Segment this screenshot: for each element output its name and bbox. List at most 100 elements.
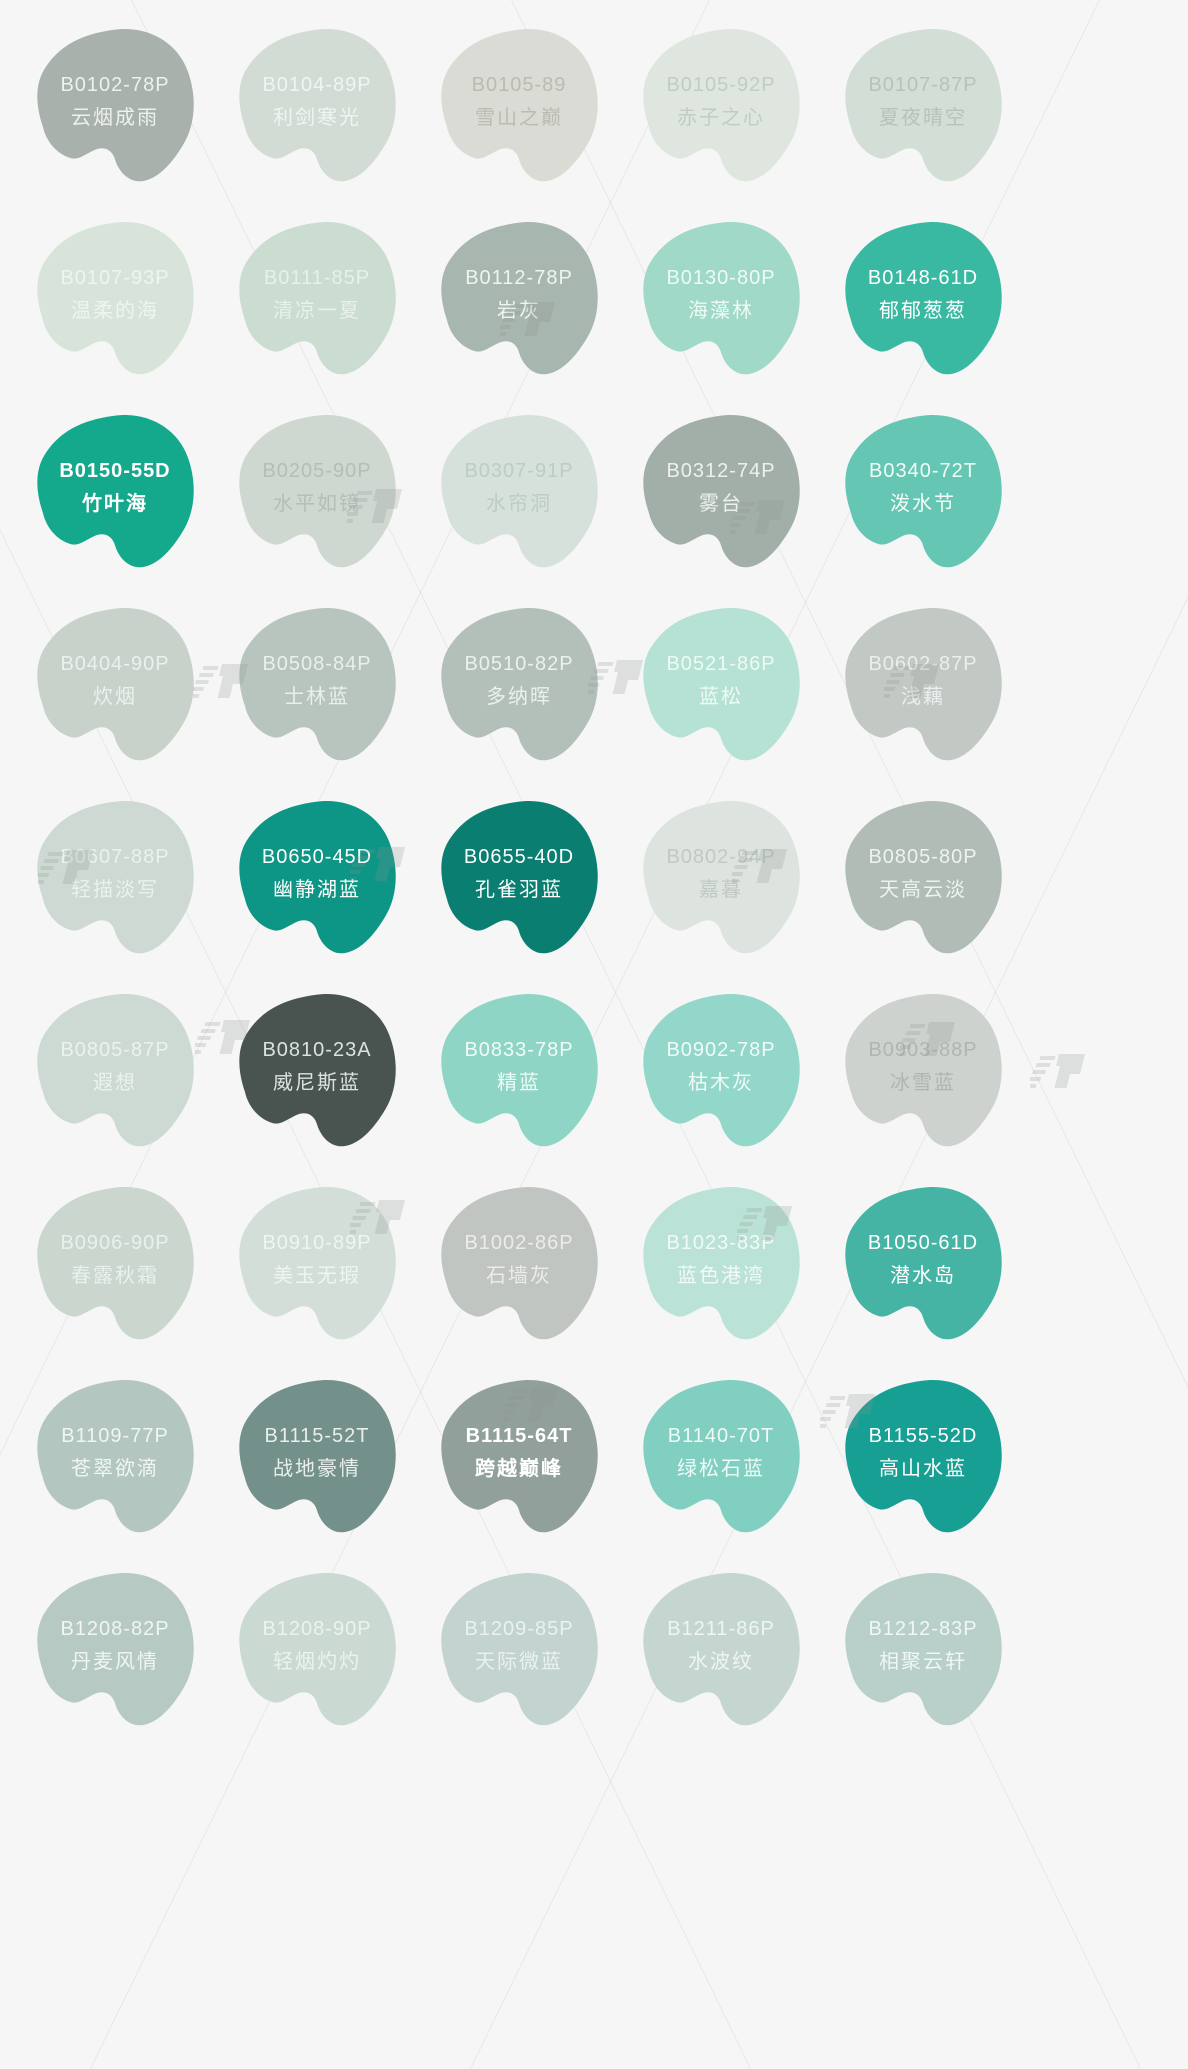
color-swatch[interactable]: B1109-77P 苍翠欲滴 [14, 1367, 216, 1560]
swatch-code: B0902-78P [666, 1038, 776, 1061]
paint-blob-shape [239, 28, 396, 182]
paint-blob-shape [845, 221, 1002, 375]
paint-blob-shape [643, 28, 800, 182]
swatch-name: 高山水蓝 [879, 1457, 967, 1480]
swatch-code: B1211-86P [667, 1617, 775, 1640]
swatch-name: 春露秋霜 [71, 1264, 159, 1287]
swatch-label: B1208-90P 轻烟灼灼 [229, 1563, 405, 1727]
color-swatch[interactable]: B0340-72T 泼水节 [822, 402, 1024, 595]
color-swatch[interactable]: B0104-89P 利剑寒光 [216, 16, 418, 209]
paint-blob-shape [441, 221, 598, 375]
color-swatch[interactable]: B0508-84P 士林蓝 [216, 595, 418, 788]
paint-blob-shape [239, 414, 396, 568]
swatch-name: 幽静湖蓝 [273, 878, 361, 901]
swatch-name: 精蓝 [497, 1071, 541, 1094]
color-swatch[interactable]: B0602-87P 浅藕 [822, 595, 1024, 788]
paint-blob-shape [845, 28, 1002, 182]
paint-blob-shape [441, 1572, 598, 1726]
swatch-name: 石墙灰 [486, 1264, 552, 1287]
color-swatch[interactable]: B1115-52T 战地豪情 [216, 1367, 418, 1560]
color-swatch[interactable]: B1050-61D 潜水岛 [822, 1174, 1024, 1367]
color-swatch[interactable]: B0903-88P 冰雪蓝 [822, 981, 1024, 1174]
paint-blob-shape [239, 221, 396, 375]
swatch-label: B0805-87P 遐想 [27, 984, 203, 1148]
color-swatch[interactable]: B1155-52D 高山水蓝 [822, 1367, 1024, 1560]
swatch-code: B0107-87P [868, 73, 978, 96]
color-swatch[interactable]: B1208-90P 轻烟灼灼 [216, 1560, 418, 1753]
color-swatch[interactable]: B0910-89P 美玉无瑕 [216, 1174, 418, 1367]
swatch-code: B1109-77P [61, 1424, 169, 1447]
color-swatch[interactable]: B0810-23A 威尼斯蓝 [216, 981, 418, 1174]
swatch-name: 孔雀羽蓝 [475, 878, 563, 901]
swatch-label: B0130-80P 海藻林 [633, 212, 809, 376]
swatch-name: 相聚云轩 [879, 1650, 967, 1673]
color-swatch[interactable]: B0107-93P 温柔的海 [14, 209, 216, 402]
color-swatch[interactable]: B1212-83P 相聚云轩 [822, 1560, 1024, 1753]
color-swatch[interactable]: B0112-78P 岩灰 [418, 209, 620, 402]
swatch-label: B0521-86P 蓝松 [633, 598, 809, 762]
color-swatch[interactable]: B0105-89 雪山之巅 [418, 16, 620, 209]
swatch-code: B0910-89P [262, 1231, 372, 1254]
swatch-code: B0102-78P [60, 73, 170, 96]
swatch-code: B0130-80P [666, 266, 776, 289]
swatch-code: B0148-61D [867, 266, 979, 289]
swatch-code: B1140-70T [667, 1424, 775, 1447]
swatch-label: B1023-83P 蓝色港湾 [633, 1177, 809, 1341]
color-swatch[interactable]: B1211-86P 水波纹 [620, 1560, 822, 1753]
swatch-name: 战地豪情 [273, 1457, 361, 1480]
swatch-code: B1208-90P [262, 1617, 372, 1640]
swatch-code: B0810-23A [262, 1038, 372, 1061]
swatch-code: B0205-90P [262, 459, 372, 482]
color-swatch[interactable]: B0102-78P 云烟成雨 [14, 16, 216, 209]
color-swatch[interactable]: B0111-85P 清凉一夏 [216, 209, 418, 402]
color-swatch[interactable]: B1208-82P 丹麦风情 [14, 1560, 216, 1753]
paint-blob-shape [643, 1186, 800, 1340]
swatch-label: B0105-89 雪山之巅 [431, 19, 607, 183]
swatch-name: 水帘洞 [486, 492, 552, 515]
swatch-name: 丹麦风情 [71, 1650, 159, 1673]
color-swatch[interactable]: B1209-85P 天际微蓝 [418, 1560, 620, 1753]
color-swatch[interactable]: B0805-80P 天高云淡 [822, 788, 1024, 981]
color-swatch[interactable]: B0107-87P 夏夜晴空 [822, 16, 1024, 209]
color-swatch[interactable]: B0510-82P 多纳晖 [418, 595, 620, 788]
color-swatch[interactable]: B1023-83P 蓝色港湾 [620, 1174, 822, 1367]
swatch-code: B0602-87P [868, 652, 978, 675]
paint-blob-shape [643, 993, 800, 1147]
color-swatch[interactable]: B0521-86P 蓝松 [620, 595, 822, 788]
color-swatch[interactable]: B0130-80P 海藻林 [620, 209, 822, 402]
color-swatch[interactable]: B0802-94P 嘉暮 [620, 788, 822, 981]
color-swatch[interactable]: B0833-78P 精蓝 [418, 981, 620, 1174]
color-swatch[interactable]: B0902-78P 枯木灰 [620, 981, 822, 1174]
watermark-logo-icon [1024, 1042, 1094, 1098]
swatch-name: 温柔的海 [71, 299, 159, 322]
color-swatch[interactable]: B0312-74P 雾台 [620, 402, 822, 595]
color-swatch[interactable]: B0655-40D 孔雀羽蓝 [418, 788, 620, 981]
paint-blob-shape [441, 993, 598, 1147]
swatch-code: B0833-78P [464, 1038, 574, 1061]
swatch-name: 士林蓝 [284, 685, 350, 708]
swatch-code: B1023-83P [666, 1231, 776, 1254]
color-swatch[interactable]: B0607-88P 轻描淡写 [14, 788, 216, 981]
color-swatch[interactable]: B1140-70T 绿松石蓝 [620, 1367, 822, 1560]
color-swatch[interactable]: B0650-45D 幽静湖蓝 [216, 788, 418, 981]
color-swatch[interactable]: B0150-55D 竹叶海 [14, 402, 216, 595]
color-swatch[interactable]: B0404-90P 炊烟 [14, 595, 216, 788]
color-swatch[interactable]: B0105-92P 赤子之心 [620, 16, 822, 209]
color-swatch[interactable]: B0307-91P 水帘洞 [418, 402, 620, 595]
swatch-code: B0112-78P [465, 266, 573, 289]
color-swatch[interactable]: B1115-64T 跨越巅峰 [418, 1367, 620, 1560]
swatch-code: B1212-83P [868, 1617, 978, 1640]
swatch-label: B1050-61D 潜水岛 [835, 1177, 1011, 1341]
color-swatch[interactable]: B0906-90P 春露秋霜 [14, 1174, 216, 1367]
color-swatch[interactable]: B0148-61D 郁郁葱葱 [822, 209, 1024, 402]
color-swatch[interactable]: B0805-87P 遐想 [14, 981, 216, 1174]
swatch-label: B1211-86P 水波纹 [633, 1563, 809, 1727]
color-swatch[interactable]: B1002-86P 石墙灰 [418, 1174, 620, 1367]
swatch-label: B0903-88P 冰雪蓝 [835, 984, 1011, 1148]
paint-blob-shape [845, 800, 1002, 954]
color-swatch[interactable]: B0205-90P 水平如镜 [216, 402, 418, 595]
swatch-name: 遐想 [93, 1071, 137, 1094]
swatch-label: B1109-77P 苍翠欲滴 [27, 1370, 203, 1534]
swatch-label: B0104-89P 利剑寒光 [229, 19, 405, 183]
swatch-name: 利剑寒光 [273, 106, 361, 129]
